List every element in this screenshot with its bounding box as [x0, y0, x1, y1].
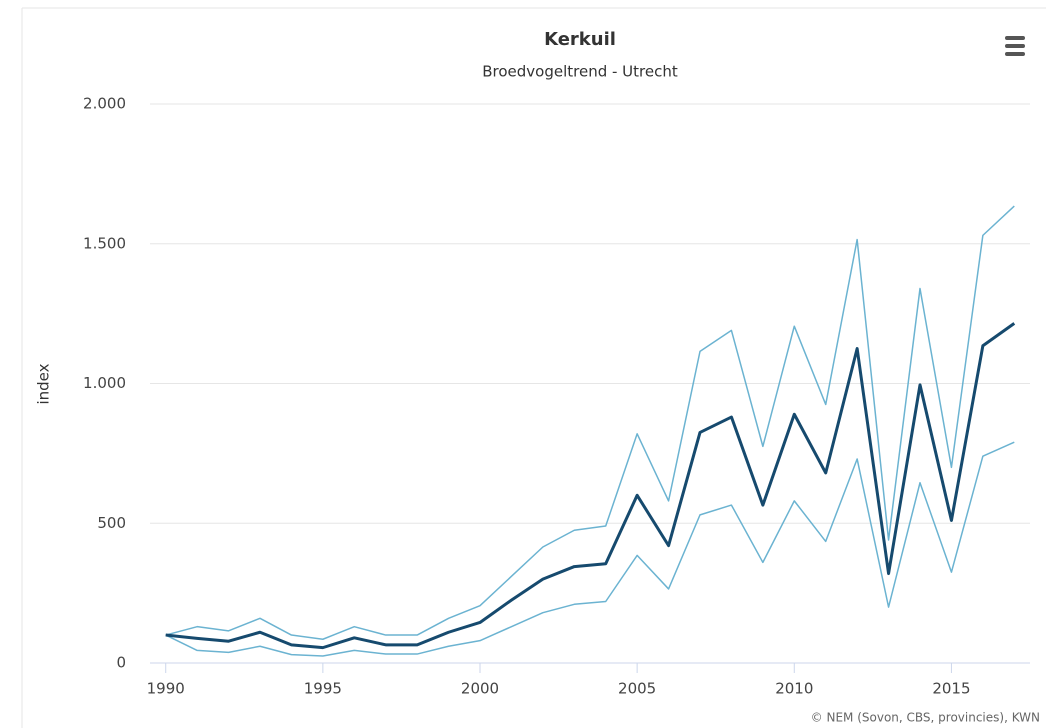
- x-tick-label: 1990: [147, 680, 185, 698]
- x-tick-label: 2005: [618, 680, 656, 698]
- y-tick-label: 2.000: [83, 95, 126, 113]
- y-tick-label: 1.000: [83, 374, 126, 392]
- series-line: [165, 441, 1015, 657]
- credits: © NEM (Sovon, CBS, provincies), KWN: [811, 711, 1040, 725]
- y-tick-label: 0: [116, 654, 126, 672]
- y-axis-label: index: [35, 363, 53, 404]
- x-tick-label: 2015: [932, 680, 970, 698]
- x-tick-label: 1995: [304, 680, 342, 698]
- chart-title: Kerkuil: [544, 29, 616, 50]
- menu-bar: [1005, 36, 1025, 40]
- menu-button[interactable]: [1000, 32, 1030, 62]
- menu-bar: [1005, 52, 1025, 56]
- y-tick-label: 500: [97, 514, 126, 532]
- y-tick-label: 1.500: [83, 234, 126, 252]
- series-line: [165, 322, 1016, 650]
- x-tick-label: 2010: [775, 680, 813, 698]
- chart-subtitle: Broedvogeltrend - Utrecht: [482, 63, 678, 81]
- menu-bar: [1005, 44, 1025, 48]
- x-tick-label: 2000: [461, 680, 499, 698]
- series-line: [165, 205, 1015, 640]
